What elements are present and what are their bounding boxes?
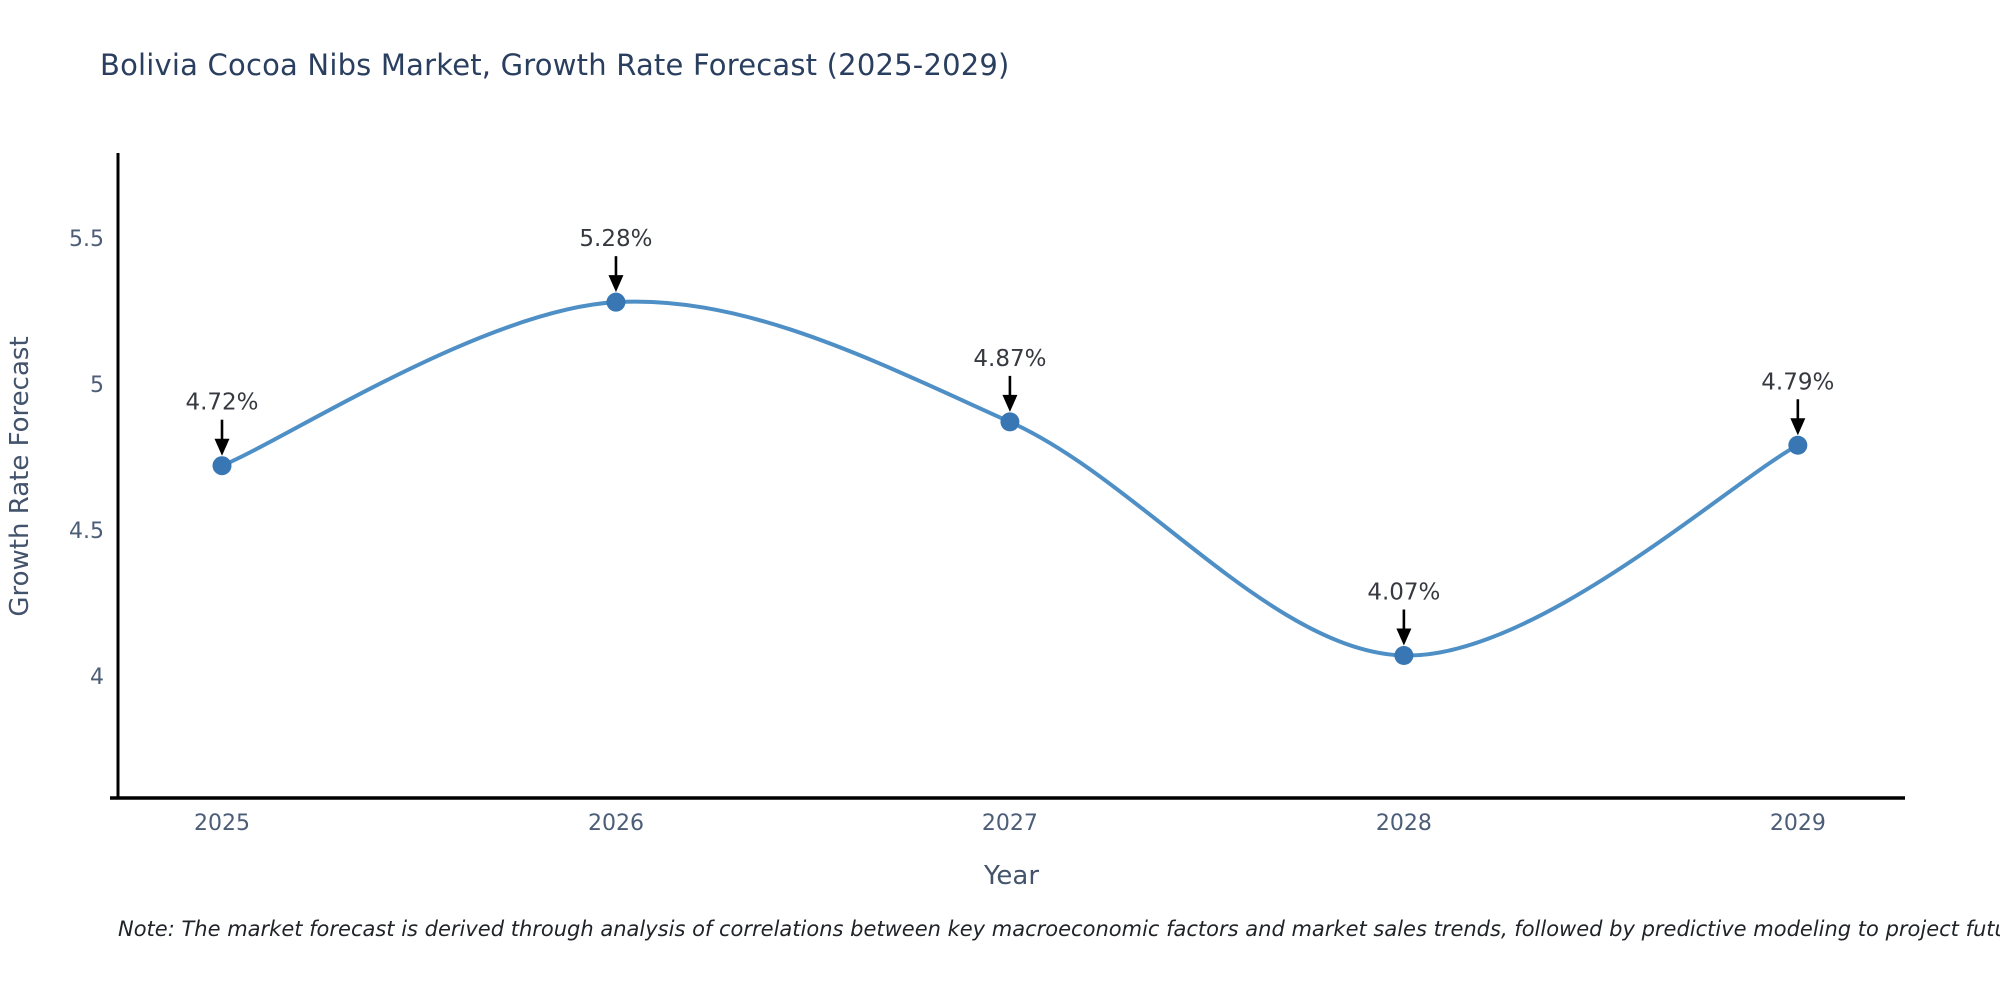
annotation-label: 5.28% <box>579 226 652 252</box>
x-tick-label: 2027 <box>982 811 1038 836</box>
data-point-marker-2028[interactable] <box>1394 646 1414 666</box>
annotation-label: 4.07% <box>1367 580 1440 606</box>
x-tick-label: 2028 <box>1376 811 1432 836</box>
x-tick-label: 2029 <box>1770 811 1826 836</box>
chart-footnote: Note: The market forecast is derived thr… <box>118 917 2000 941</box>
annotation-arrow-head <box>1396 628 1412 646</box>
annotation-arrow-head <box>214 438 230 456</box>
annotation-arrow-head <box>608 275 624 293</box>
annotation-arrow-head <box>1002 394 1018 412</box>
annotation-label: 4.72% <box>185 390 258 416</box>
annotation-label: 4.79% <box>1761 369 1834 395</box>
y-axis-title: Growth Rate Forecast <box>5 336 35 616</box>
x-tick-label: 2026 <box>588 811 644 836</box>
x-tick-label: 2025 <box>194 811 250 836</box>
y-tick-label: 4.5 <box>69 519 104 544</box>
annotation-arrow-head <box>1790 418 1806 436</box>
trend-line <box>220 299 1800 658</box>
data-point-marker-2029[interactable] <box>1788 435 1808 455</box>
data-point-marker-2027[interactable] <box>1000 412 1020 432</box>
data-point-marker-2025[interactable] <box>212 456 232 476</box>
chart-title: Bolivia Cocoa Nibs Market, Growth Rate F… <box>100 48 1010 82</box>
y-tick-label: 5 <box>90 373 104 398</box>
data-point-marker-2026[interactable] <box>606 292 626 312</box>
y-tick-label: 4 <box>90 665 104 690</box>
annotation-label: 4.87% <box>973 346 1046 372</box>
y-tick-label: 5.5 <box>69 227 104 252</box>
x-axis-title: Year <box>983 861 1039 891</box>
